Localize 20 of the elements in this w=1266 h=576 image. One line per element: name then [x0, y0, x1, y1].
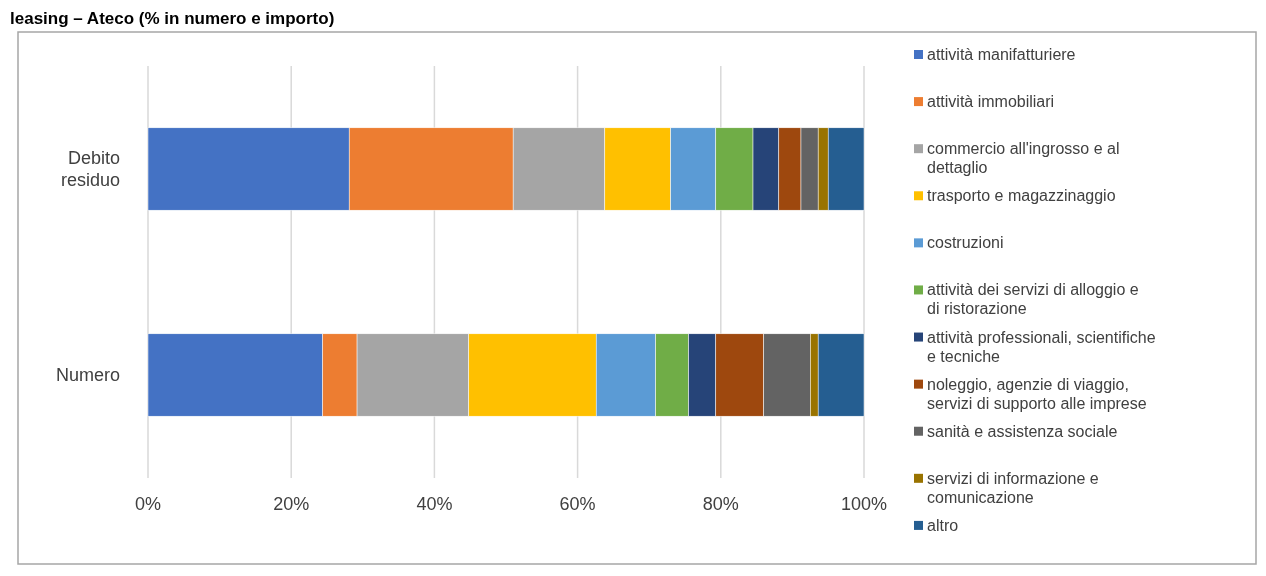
- chart-title: leasing – Ateco (% in numero e importo): [10, 9, 335, 28]
- legend-label: trasporto e magazzinaggio: [927, 187, 1116, 205]
- x-tick-label: 60%: [559, 494, 596, 514]
- legend-label: noleggio, agenzie di viaggio, servizi di supporto alle imprese: [927, 375, 1147, 412]
- x-tick-label: 0%: [134, 494, 162, 514]
- legend-label: attività manifatturiere: [927, 46, 1076, 63]
- legend-label: attività dei servizi di alloggio e di ristorazione: [927, 281, 1139, 318]
- legend-label: servizi di informazione e comunicazione: [927, 469, 1099, 506]
- legend-label: costruzioni: [927, 234, 1004, 252]
- y-tick-label: Debito residuo: [60, 148, 120, 190]
- y-tick-label: Numero: [55, 365, 120, 385]
- x-tick-label: 20%: [273, 494, 310, 514]
- x-tick-label: 100%: [840, 494, 888, 514]
- legend-label: altro: [927, 516, 959, 534]
- legend-label: attività professionali, scientifiche e tecniche: [927, 328, 1156, 365]
- x-tick-label: 40%: [416, 494, 453, 514]
- legend-label: commercio all'ingrosso e al dettaglio: [927, 140, 1120, 177]
- legend-label: attività immobiliari: [927, 93, 1055, 111]
- x-tick-label: 80%: [702, 494, 739, 514]
- legend-label: sanità e assistenza sociale: [927, 422, 1118, 440]
